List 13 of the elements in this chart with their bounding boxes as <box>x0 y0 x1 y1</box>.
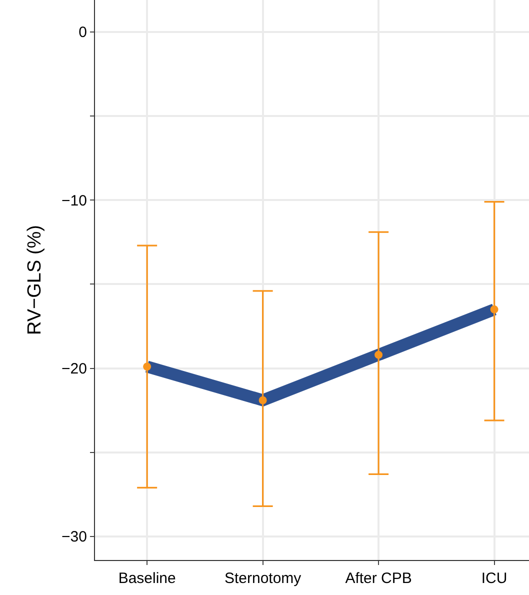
point <box>490 305 498 314</box>
x-tick-label: ICU <box>481 570 508 587</box>
y-axis-title: RV−GLS (%) <box>24 225 46 335</box>
x-tick-label: Baseline <box>118 570 176 587</box>
point <box>258 396 267 404</box>
point <box>143 362 152 371</box>
point <box>374 350 383 359</box>
y-tick-label: 0 <box>78 24 87 42</box>
x-tick-label: Sternotomy <box>224 570 302 587</box>
y-tick-label: −30 <box>62 528 87 546</box>
y-tick-label: −20 <box>62 360 87 378</box>
x-tick-label: After CPB <box>345 570 412 587</box>
y-tick-label: −10 <box>62 192 87 210</box>
